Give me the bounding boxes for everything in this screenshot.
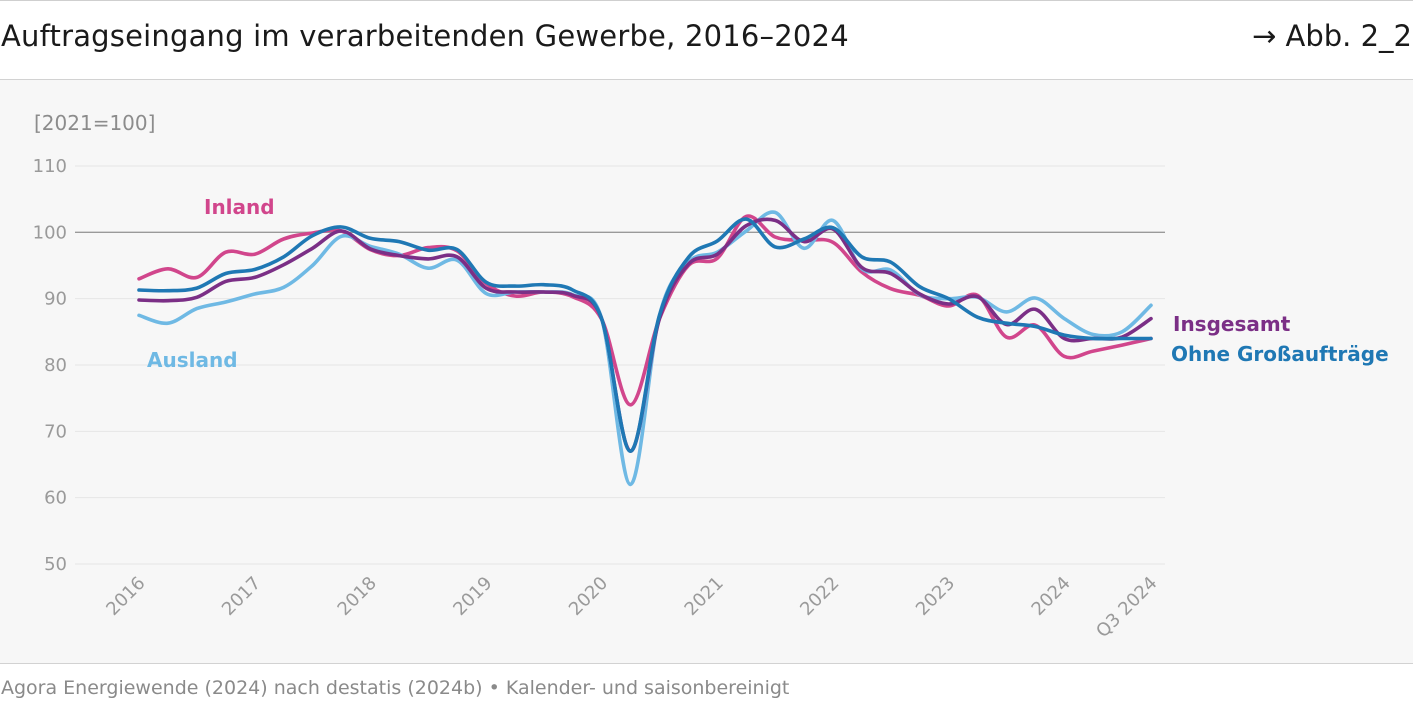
x-tick-label: 2021 bbox=[681, 573, 728, 620]
label-insgesamt: Insgesamt bbox=[1173, 312, 1291, 336]
x-tick-label: 2023 bbox=[912, 573, 959, 620]
footer-divider bbox=[0, 663, 1413, 664]
series-labels: Inland Ausland Insgesamt Ohne Großaufträge bbox=[147, 195, 1389, 372]
label-ausland: Ausland bbox=[147, 348, 238, 372]
x-axis-ticks: 2016 2017 2018 2019 2020 2021 2022 2023 2024 Q3 2… bbox=[102, 573, 1161, 642]
x-tick-label: 2024 bbox=[1028, 573, 1075, 620]
x-tick-label: 2020 bbox=[565, 573, 612, 620]
figure-header: Auftragseingang im verarbeitenden Gewerb… bbox=[0, 1, 1413, 79]
unit-label: [2021=100] bbox=[34, 111, 155, 135]
y-tick-label: 60 bbox=[44, 488, 67, 509]
label-ohne-grossauftraege: Ohne Großaufträge bbox=[1171, 342, 1389, 366]
y-tick-label: 110 bbox=[33, 156, 67, 177]
x-tick-label: 2019 bbox=[449, 573, 496, 620]
x-tick-label: Q3 2024 bbox=[1092, 573, 1161, 642]
x-tick-label: 2016 bbox=[102, 573, 149, 620]
y-tick-label: 80 bbox=[44, 355, 67, 376]
gridlines bbox=[75, 165, 1165, 565]
y-tick-label: 100 bbox=[33, 222, 67, 243]
figure-reference: → Abb. 2_2 bbox=[1251, 19, 1412, 53]
y-tick-label: 70 bbox=[44, 421, 67, 442]
chart-title: Auftragseingang im verarbeitenden Gewerb… bbox=[1, 19, 849, 53]
x-tick-label: 2022 bbox=[796, 573, 843, 620]
chart-background bbox=[0, 80, 1413, 663]
y-tick-label: 90 bbox=[44, 289, 67, 310]
x-tick-label: 2018 bbox=[334, 573, 381, 620]
y-axis-ticks: 50 60 70 80 90 100 110 bbox=[33, 156, 67, 575]
x-tick-label: 2017 bbox=[218, 573, 265, 620]
top-border bbox=[0, 0, 1413, 1]
y-tick-label: 50 bbox=[44, 554, 67, 575]
source-note: Agora Energiewende (2024) nach destatis … bbox=[1, 677, 790, 699]
header-divider bbox=[0, 79, 1413, 80]
series-line-ohne-grossauftraege bbox=[137, 217, 1153, 454]
label-inland: Inland bbox=[204, 195, 275, 219]
series-lines bbox=[137, 210, 1153, 487]
